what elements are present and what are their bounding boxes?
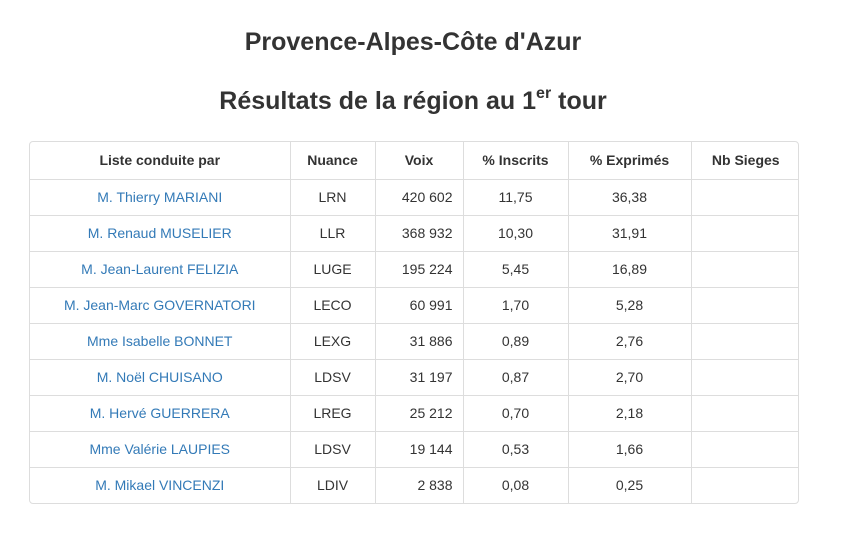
table-row: M. Hervé GUERRERA LREG 25 212 0,70 2,18 bbox=[30, 395, 798, 432]
results-title-text: Résultats de la région au 1 bbox=[219, 87, 537, 115]
table-row: M. Jean-Laurent FELIZIA LUGE 195 224 5,4… bbox=[30, 251, 798, 288]
candidate-link[interactable]: M. Jean-Laurent FELIZIA bbox=[81, 261, 239, 277]
results-title-superscript: er bbox=[536, 84, 552, 102]
candidate-link[interactable]: M. Thierry MARIANI bbox=[97, 189, 223, 205]
cell-nuance: LECO bbox=[290, 287, 376, 324]
cell-inscrits: 11,75 bbox=[463, 179, 569, 216]
candidate-link[interactable]: M. Mikael VINCENZI bbox=[95, 477, 225, 494]
candidate-link[interactable]: Mme Isabelle BONNET bbox=[87, 333, 233, 349]
column-header-exprimes: % Exprimés bbox=[568, 142, 692, 180]
cell-inscrits: 1,70 bbox=[463, 287, 569, 324]
cell-sieges bbox=[691, 359, 798, 396]
table-row: M. Jean-Marc GOVERNATORI LECO 60 991 1,7… bbox=[30, 287, 798, 324]
cell-voix: 31 197 bbox=[375, 359, 464, 396]
cell-nuance: LLR bbox=[290, 215, 376, 252]
cell-inscrits: 5,45 bbox=[463, 251, 569, 288]
cell-voix: 368 932 bbox=[375, 215, 464, 252]
cell-exprimes: 5,28 bbox=[568, 287, 692, 324]
cell-sieges bbox=[691, 431, 798, 468]
cell-name: M. Thierry MARIANI bbox=[30, 179, 291, 216]
cell-inscrits: 10,30 bbox=[463, 215, 569, 252]
cell-inscrits: 0,53 bbox=[463, 431, 569, 468]
cell-name: M. Mikael VINCENZI bbox=[30, 467, 291, 503]
cell-inscrits: 0,70 bbox=[463, 395, 569, 432]
cell-name: M. Noël CHUISANO bbox=[30, 359, 291, 396]
cell-nuance: LDSV bbox=[290, 431, 376, 468]
cell-nuance: LDIV bbox=[290, 467, 376, 503]
column-header-nuance: Nuance bbox=[290, 142, 376, 180]
cell-inscrits: 0,89 bbox=[463, 323, 569, 360]
cell-sieges bbox=[691, 179, 798, 216]
cell-exprimes: 36,38 bbox=[568, 179, 692, 216]
region-title: Provence-Alpes-Côte d'Azur bbox=[244, 28, 582, 56]
cell-exprimes: 1,66 bbox=[568, 431, 692, 468]
cell-name: M. Renaud MUSELIER bbox=[30, 215, 291, 252]
cell-voix: 19 144 bbox=[375, 431, 464, 468]
cell-exprimes: 2,18 bbox=[568, 395, 692, 432]
column-header-voix: Voix bbox=[375, 142, 464, 180]
cell-voix: 31 886 bbox=[375, 323, 464, 360]
cell-exprimes: 2,70 bbox=[568, 359, 692, 396]
column-header-liste: Liste conduite par bbox=[30, 142, 291, 180]
cell-exprimes: 16,89 bbox=[568, 251, 692, 288]
column-header-sieges: Nb Sieges bbox=[691, 142, 798, 180]
cell-nuance: LREG bbox=[290, 395, 376, 432]
cell-name: M. Jean-Marc GOVERNATORI bbox=[30, 287, 291, 324]
cell-nuance: LDSV bbox=[290, 359, 376, 396]
cell-exprimes: 0,25 bbox=[568, 467, 692, 503]
table-row: Mme Valérie LAUPIES LDSV 19 144 0,53 1,6… bbox=[30, 431, 798, 468]
cell-nuance: LEXG bbox=[290, 323, 376, 360]
cell-sieges bbox=[691, 215, 798, 252]
cell-exprimes: 2,76 bbox=[568, 323, 692, 360]
table-row: M. Noël CHUISANO LDSV 31 197 0,87 2,70 bbox=[30, 359, 798, 396]
cell-inscrits: 0,87 bbox=[463, 359, 569, 396]
table-row: Mme Isabelle BONNET LEXG 31 886 0,89 2,7… bbox=[30, 323, 798, 360]
cell-voix: 25 212 bbox=[375, 395, 464, 432]
results-title: Résultats de la région au 1er tour bbox=[0, 84, 826, 116]
cell-exprimes: 31,91 bbox=[568, 215, 692, 252]
cell-voix: 195 224 bbox=[375, 251, 464, 288]
cell-nuance: LRN bbox=[290, 179, 376, 216]
table-row: M. Renaud MUSELIER LLR 368 932 10,30 31,… bbox=[30, 215, 798, 252]
results-title-suffix: tour bbox=[551, 87, 607, 115]
cell-sieges bbox=[691, 251, 798, 288]
cell-name: Mme Valérie LAUPIES bbox=[30, 431, 291, 468]
candidate-link[interactable]: Mme Valérie LAUPIES bbox=[89, 441, 231, 457]
table-header-row: Liste conduite par Nuance Voix % Inscrit… bbox=[30, 142, 798, 180]
cell-inscrits: 0,08 bbox=[463, 467, 569, 503]
cell-name: M. Jean-Laurent FELIZIA bbox=[30, 251, 291, 288]
candidate-link[interactable]: M. Renaud MUSELIER bbox=[87, 225, 232, 241]
cell-voix: 420 602 bbox=[375, 179, 464, 216]
candidate-link[interactable]: M. Noël CHUISANO bbox=[96, 369, 223, 385]
cell-sieges bbox=[691, 395, 798, 432]
cell-sieges bbox=[691, 323, 798, 360]
cell-name: Mme Isabelle BONNET bbox=[30, 323, 291, 360]
column-header-inscrits: % Inscrits bbox=[463, 142, 569, 180]
results-table-container: Liste conduite par Nuance Voix % Inscrit… bbox=[29, 141, 799, 504]
cell-voix: 2 838 bbox=[375, 467, 464, 503]
cell-sieges bbox=[691, 467, 798, 503]
results-table: Liste conduite par Nuance Voix % Inscrit… bbox=[30, 142, 798, 503]
cell-sieges bbox=[691, 287, 798, 324]
table-row: M. Mikael VINCENZI LDIV 2 838 0,08 0,25 bbox=[30, 467, 798, 503]
table-row: M. Thierry MARIANI LRN 420 602 11,75 36,… bbox=[30, 179, 798, 216]
candidate-link[interactable]: M. Hervé GUERRERA bbox=[89, 405, 230, 421]
cell-voix: 60 991 bbox=[375, 287, 464, 324]
cell-name: M. Hervé GUERRERA bbox=[30, 395, 291, 432]
cell-nuance: LUGE bbox=[290, 251, 376, 288]
candidate-link[interactable]: M. Jean-Marc GOVERNATORI bbox=[63, 297, 256, 313]
